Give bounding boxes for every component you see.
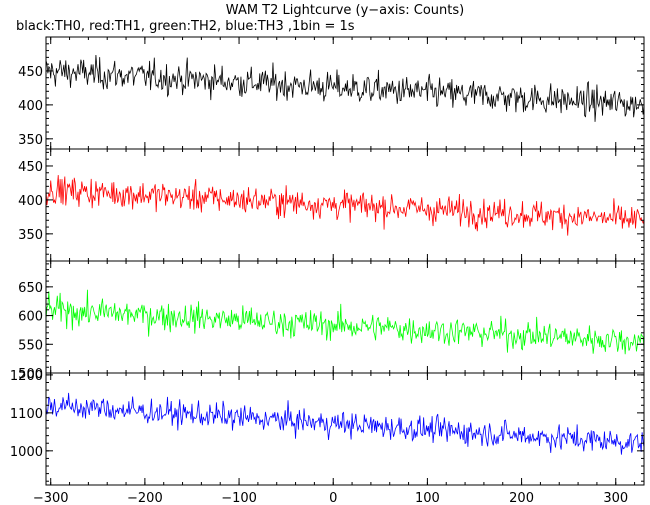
series-line-th1 <box>45 175 645 236</box>
y-tick-label: 400 <box>18 99 43 114</box>
y-tick-label: 550 <box>18 338 43 353</box>
series-line-th0 <box>45 54 645 122</box>
y-tick-label: 450 <box>18 65 43 80</box>
chart-subtitle: black:TH0, red:TH1, green:TH2, blue:TH3 … <box>16 19 355 34</box>
panel-frame <box>45 260 645 374</box>
panel-th1: 350 400 450 <box>18 148 645 262</box>
y-tick-label: 500 <box>18 367 43 382</box>
x-tick-label: −300 <box>33 491 69 505</box>
x-tick-label: 300 <box>603 491 628 505</box>
x-tick-label: −200 <box>127 491 163 505</box>
panels-group: 350 400 450 350 400 450 500 550 600 650 1000 1100 12… <box>10 36 645 486</box>
y-tick-label: 650 <box>18 281 43 296</box>
panel-frame <box>45 372 645 486</box>
y-tick-label: 450 <box>18 160 43 175</box>
panel-th3: 1000 1100 1200 <box>10 369 645 486</box>
y-tick-label: 600 <box>18 310 43 325</box>
y-tick-label: 350 <box>18 228 43 243</box>
panel-th2: 500 550 600 650 <box>18 260 645 382</box>
y-tick-label: 1200 <box>10 369 43 384</box>
series-line-th3 <box>45 392 645 455</box>
x-tick-label: 0 <box>329 491 337 505</box>
x-tick-label: 100 <box>415 491 440 505</box>
y-tick-label: 1100 <box>10 407 43 422</box>
x-tick-label: 200 <box>509 491 534 505</box>
y-tick-label: 400 <box>18 194 43 209</box>
y-tick-label: 1000 <box>10 445 43 460</box>
panel-th0: 350 400 450 <box>18 36 645 150</box>
y-tick-label: 350 <box>18 133 43 148</box>
chart-title: WAM T2 Lightcurve (y−axis: Counts) <box>226 3 464 18</box>
x-axis: −300 −200 −100 0 100 200 300 <box>33 491 628 505</box>
x-tick-label: −100 <box>221 491 257 505</box>
series-line-th2 <box>45 289 645 355</box>
